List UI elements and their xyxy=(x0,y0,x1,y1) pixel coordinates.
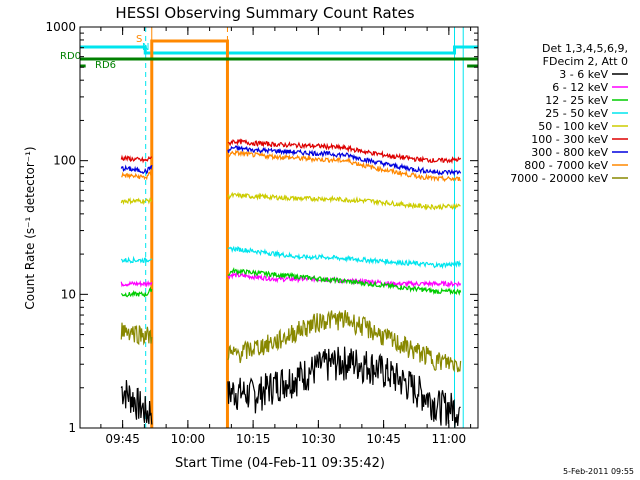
x-tick-label: 10:15 xyxy=(236,432,271,446)
y-tick-label: 10 xyxy=(61,287,76,301)
series-line-50-100-kev xyxy=(120,197,153,206)
series-line-50-100-kev xyxy=(227,191,461,211)
chart-title: HESSI Observing Summary Count Rates xyxy=(115,4,414,22)
legend-entry-label: 50 - 100 keV xyxy=(538,120,608,133)
marker-label: RD6 xyxy=(95,60,116,71)
x-axis-label: Start Time (04-Feb-11 09:35:42) xyxy=(175,456,385,471)
marker-label: N xyxy=(142,42,149,53)
legend-header: FDecim 2, Att 0 xyxy=(543,55,628,68)
y-axis-label: Count Rate (s⁻¹ detector⁻¹) xyxy=(23,146,37,309)
series-line-25-50-kev xyxy=(227,245,462,270)
legend-header: Det 1,3,4,5,6,9, xyxy=(542,42,628,55)
saa-status-bar xyxy=(80,45,478,55)
series-line-3-6-kev xyxy=(227,346,461,428)
x-tick-label: 10:30 xyxy=(301,432,336,446)
x-tick-label: 11:00 xyxy=(432,432,467,446)
series-line-12-25-kev xyxy=(120,286,153,298)
y-tick-label: 1000 xyxy=(45,20,76,34)
legend-entry-label: 300 - 800 keV xyxy=(531,146,608,159)
legend-entry-label: 100 - 300 keV xyxy=(531,133,608,146)
legend-entry-label: 3 - 6 keV xyxy=(559,68,608,81)
plot-clip-group xyxy=(80,27,478,428)
footer-date: 5-Feb-2011 09:55 xyxy=(563,467,634,476)
series-line-800-7000-kev xyxy=(227,149,461,183)
series-line-7000-20000-kev xyxy=(227,309,462,373)
series-line-7000-20000-kev xyxy=(120,322,153,346)
legend-entry-label: 12 - 25 keV xyxy=(545,94,608,107)
legend-entry-label: 25 - 50 keV xyxy=(545,107,608,120)
plot-frame xyxy=(79,26,479,429)
series-line-100-300-kev xyxy=(227,138,462,165)
x-tick-label: 10:45 xyxy=(366,432,401,446)
marker-label: RD0 xyxy=(60,51,81,62)
legend-entry-label: 7000 - 20000 keV xyxy=(510,172,608,185)
series-line-800-7000-kev xyxy=(121,168,153,181)
y-tick-label: 1 xyxy=(68,421,76,435)
series-line-3-6-kev xyxy=(120,380,153,425)
series-line-25-50-kev xyxy=(120,255,153,264)
series-line-300-800-kev xyxy=(120,164,153,175)
marker-label: S xyxy=(136,34,142,45)
series-line-300-800-kev xyxy=(227,144,462,177)
axes: 09:45 10:00 10:15 10:30 10:45 11:00 1 10 100 1000 xyxy=(45,20,479,446)
x-tick-label: 10:00 xyxy=(171,432,206,446)
plot-area: RD0 RD6 SN xyxy=(60,27,478,428)
series-line-100-300-kev xyxy=(120,154,153,164)
legend-entry-label: 800 - 7000 keV xyxy=(524,159,608,172)
legend: Det 1,3,4,5,6,9,FDecim 2, Att 03 - 6 keV… xyxy=(510,42,628,185)
series-line-6-12-kev xyxy=(120,280,153,288)
attenuator-status-bar xyxy=(150,39,229,428)
y-tick-label: 100 xyxy=(53,154,76,168)
x-tick-label: 09:45 xyxy=(105,432,140,446)
legend-entry-label: 6 - 12 keV xyxy=(552,81,608,94)
series-line-12-25-kev xyxy=(227,267,462,296)
